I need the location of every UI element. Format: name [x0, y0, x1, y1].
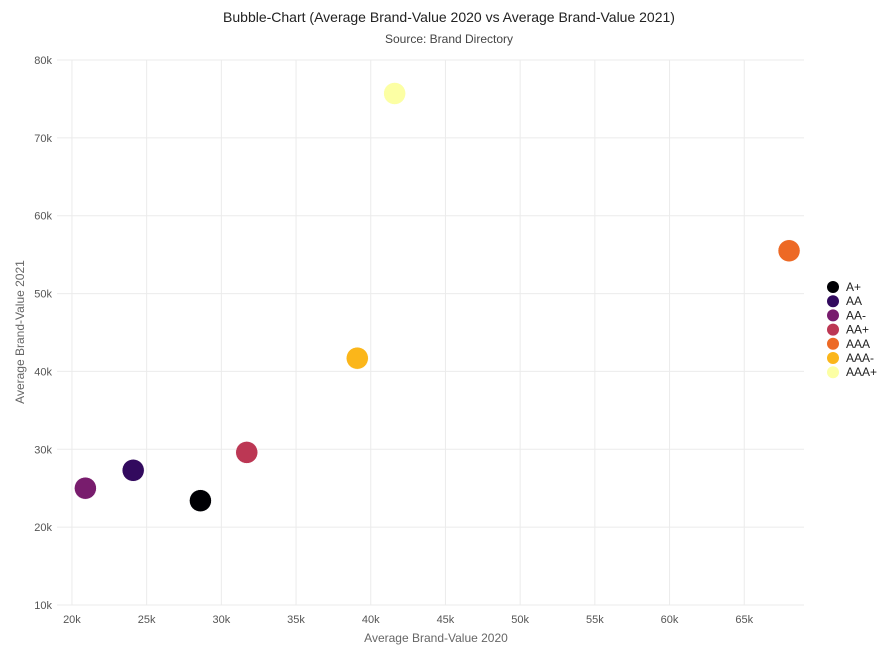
bubble-aplus[interactable] [189, 489, 212, 512]
y-axis-ticks: 10k 20k 30k 40k 50k 60k 70k 80k [34, 55, 52, 612]
x-tick-label: 65k [735, 614, 753, 626]
x-tick-label: 25k [138, 614, 156, 626]
y-tick-label: 70k [34, 133, 52, 145]
legend-swatch [827, 366, 839, 379]
x-tick-label: 60k [661, 614, 679, 626]
x-tick-label: 55k [586, 614, 604, 626]
legend-item-label[interactable]: AAA- [846, 351, 874, 365]
legend-item-label[interactable]: AA+ [846, 323, 869, 337]
bubble-aaminus[interactable] [74, 476, 97, 500]
bubble-aaplus[interactable] [235, 441, 258, 464]
y-tick-label: 10k [34, 600, 52, 612]
bubble-aaaplus[interactable] [383, 82, 406, 105]
x-tick-label: 45k [437, 614, 455, 626]
y-tick-label: 30k [34, 444, 52, 456]
y-tick-label: 40k [34, 366, 52, 378]
bubble-aaaminus[interactable] [346, 346, 369, 370]
x-axis-ticks: 20k 25k 30k 35k 40k 45k 50k 55k 60k 65k [63, 614, 754, 626]
x-tick-label: 20k [63, 614, 81, 626]
y-tick-label: 50k [34, 289, 52, 301]
bubble-aaa[interactable] [777, 239, 801, 262]
legend-item-label[interactable]: A+ [846, 280, 861, 294]
legend-swatch [827, 337, 839, 350]
x-tick-label: 35k [287, 614, 305, 626]
chart-subtitle: Source: Brand Directory [385, 32, 513, 46]
legend-swatch [827, 295, 839, 308]
x-axis-title: Average Brand-Value 2020 [364, 631, 508, 645]
x-tick-label: 50k [511, 614, 529, 626]
y-tick-label: 80k [34, 55, 52, 67]
bubble-aa[interactable] [121, 459, 145, 482]
legend-swatch [827, 281, 839, 293]
x-tick-label: 40k [362, 614, 380, 626]
y-axis-title: Average Brand-Value 2021 [13, 260, 27, 404]
legend-item-label[interactable]: AA [846, 294, 862, 308]
legend-swatch [827, 309, 839, 322]
legend-item-label[interactable]: AA- [846, 308, 866, 322]
bubbles [74, 82, 801, 512]
y-tick-label: 20k [34, 522, 52, 534]
chart-title: Bubble-Chart (Average Brand-Value 2020 v… [223, 9, 675, 25]
legend-swatch [827, 323, 839, 336]
legend-swatch [827, 352, 839, 364]
x-tick-label: 30k [212, 614, 230, 626]
legend-item-label[interactable]: AAA [846, 337, 870, 351]
legend-item-label[interactable]: AAA+ [846, 365, 877, 379]
y-tick-label: 60k [34, 211, 52, 223]
grid-lines [57, 59, 804, 606]
